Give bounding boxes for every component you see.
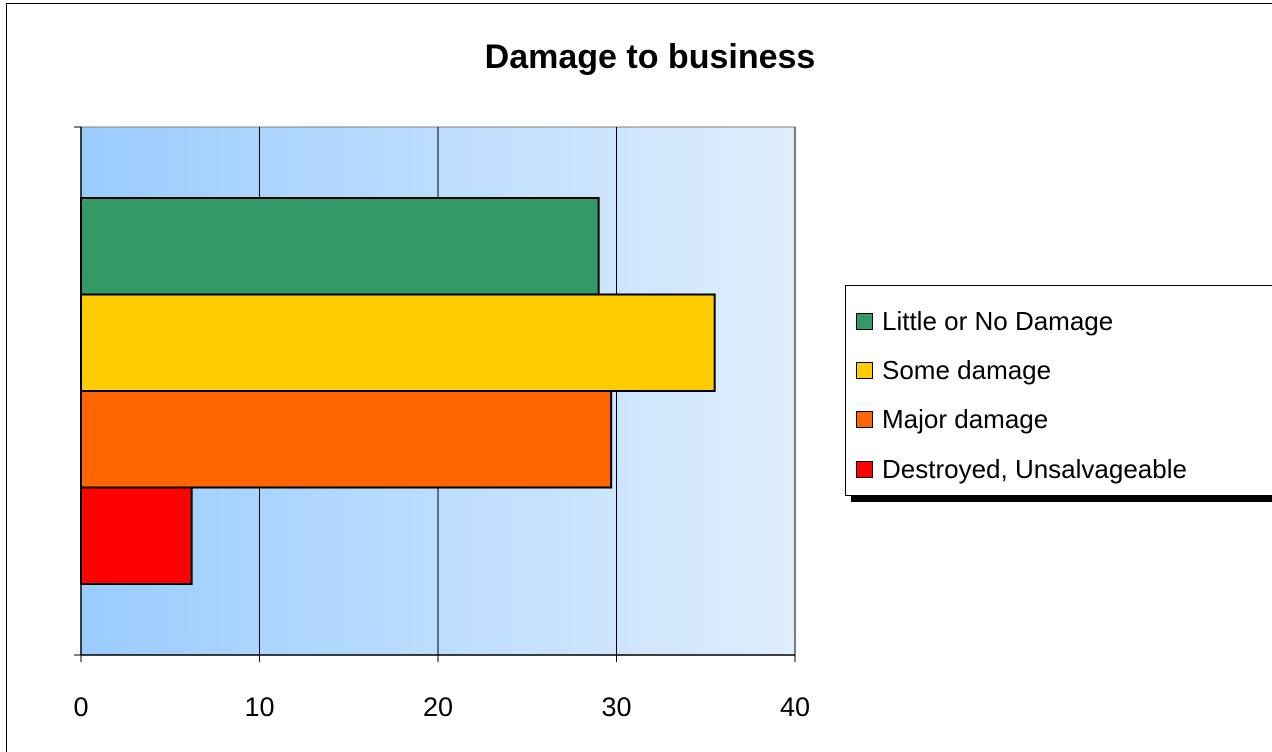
bar — [80, 486, 193, 585]
legend-item: Major damage — [856, 402, 1048, 436]
x-tick-label: 0 — [73, 692, 88, 722]
chart-title: Damage to business — [484, 38, 816, 76]
legend-swatch — [856, 410, 873, 428]
legend-label: Some damage — [882, 354, 1052, 385]
x-tick-label: 30 — [601, 692, 631, 722]
bar — [80, 197, 600, 296]
chart-frame — [6, 3, 1272, 752]
legend-swatch — [856, 312, 873, 330]
x-tick-label: 10 — [244, 692, 274, 722]
legend-item: Destroyed, Unsalvageable — [856, 452, 1187, 486]
chart-legend: Little or No Damage Some damage Major da… — [845, 285, 1272, 496]
x-tick-label: 40 — [780, 692, 810, 722]
legend-swatch — [856, 361, 873, 379]
legend-label: Little or No Damage — [882, 305, 1114, 336]
legend-label: Destroyed, Unsalvageable — [882, 453, 1187, 484]
legend-item: Little or No Damage — [856, 304, 1113, 338]
legend-label: Major damage — [882, 403, 1049, 434]
legend-swatch — [856, 460, 873, 478]
bar — [80, 390, 613, 489]
bar — [80, 293, 716, 392]
x-tick-label: 20 — [423, 692, 453, 722]
legend-item: Some damage — [856, 353, 1051, 387]
